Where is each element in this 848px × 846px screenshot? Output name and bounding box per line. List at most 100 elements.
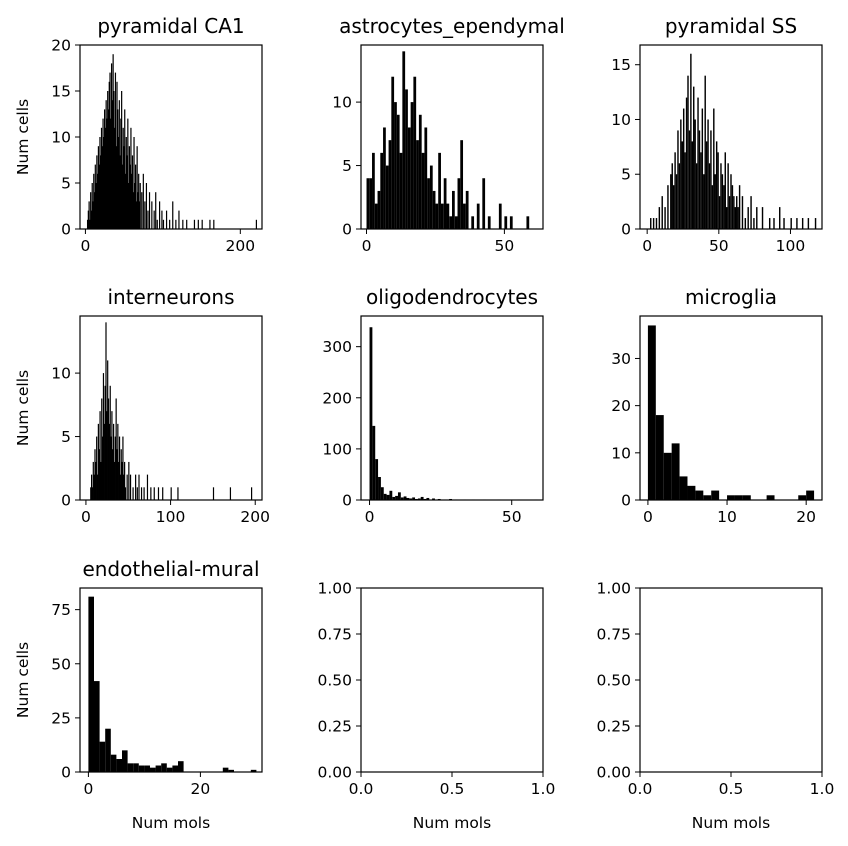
histogram-bar <box>251 487 253 500</box>
histogram-bar <box>718 196 721 229</box>
histogram-bar <box>98 164 100 229</box>
histogram-bar <box>159 201 161 229</box>
histogram-bar <box>779 207 781 229</box>
histogram-bar <box>421 152 425 229</box>
histogram-bar <box>650 218 652 229</box>
histogram-bar <box>155 192 157 229</box>
x-tick-label: 10 <box>717 508 737 526</box>
y-tick-label: 10 <box>332 94 352 112</box>
y-tick-label: 0.25 <box>596 718 631 736</box>
histogram-bar <box>386 494 390 500</box>
histogram-bar <box>678 163 681 229</box>
axes-frame <box>360 44 544 230</box>
y-tick-label: 30 <box>611 350 631 368</box>
histogram-bar <box>117 109 119 229</box>
histogram-bar <box>412 497 416 500</box>
histogram-bar <box>186 219 188 229</box>
y-tick-label: 0 <box>61 764 71 782</box>
histogram-bar <box>695 163 698 229</box>
histogram-bar <box>97 423 99 500</box>
histogram-bar <box>157 487 160 500</box>
histogram-bar <box>131 173 133 229</box>
x-axis-label: Num mols <box>413 814 491 832</box>
histogram-bar <box>91 474 93 500</box>
histogram-bar <box>730 174 732 229</box>
histogram-bar <box>694 119 696 229</box>
histogram-bar <box>498 203 502 229</box>
x-tick-label: 0.5 <box>719 780 744 798</box>
histogram-bar <box>720 163 722 229</box>
histogram-bar <box>118 461 120 500</box>
histogram-bar <box>193 219 196 229</box>
subplot-5: 0 50 0 100 200 300 oligodendrocytes <box>322 285 544 526</box>
histogram-bar <box>90 487 92 500</box>
histogram-bar <box>119 474 121 500</box>
y-tick-label: 75 <box>51 601 71 619</box>
x-tick-label: 0 <box>81 508 91 526</box>
histogram-bar <box>147 210 149 229</box>
x-tick-label: 50 <box>495 237 515 255</box>
histogram-bar <box>663 452 672 500</box>
histogram-bar <box>679 476 688 500</box>
histogram-bar <box>229 487 232 500</box>
histogram-bar <box>377 190 381 229</box>
subplot-8: 0.0 0.5 1.0 0.00 0.25 0.50 0.75 1.00 Num mols <box>317 580 555 833</box>
histogram-bar <box>222 767 229 772</box>
histogram-bar <box>410 102 414 229</box>
histogram-bar <box>175 219 177 229</box>
histogram-bar <box>717 152 719 229</box>
histogram-bar <box>744 218 747 229</box>
histogram-bar <box>693 86 695 230</box>
histogram-bar <box>162 219 165 229</box>
x-axis-label: Num mols <box>692 814 770 832</box>
histogram-bar <box>201 219 203 229</box>
y-tick-label: 0 <box>621 221 631 239</box>
histogram-bar <box>750 196 752 229</box>
y-tick-label: 5 <box>61 428 71 446</box>
y-tick-label: 0 <box>342 492 352 510</box>
histogram-bar <box>109 385 111 500</box>
histogram-bar <box>429 165 433 229</box>
x-tick-label: 0 <box>642 237 652 255</box>
histogram-bar <box>122 750 128 772</box>
y-tick-label: 0.75 <box>596 626 631 644</box>
subplot-title: microglia <box>685 285 777 309</box>
histogram-bar <box>388 140 392 229</box>
histogram-bar <box>691 141 694 229</box>
histogram-bar <box>96 436 98 500</box>
axes-frame <box>639 315 823 501</box>
histogram-bar <box>391 76 395 229</box>
histogram-bar <box>438 152 441 229</box>
histogram-bar <box>212 487 215 500</box>
histogram-bar <box>125 137 127 229</box>
histogram-bar <box>177 487 179 500</box>
histogram-bar <box>115 146 117 229</box>
histogram-bar <box>140 487 143 500</box>
histogram-bar <box>162 487 164 500</box>
histogram-bar <box>104 127 106 229</box>
histogram-bar <box>710 130 712 229</box>
histogram-bar <box>403 496 407 500</box>
histogram-bar <box>148 192 151 229</box>
histogram-bar <box>104 109 106 229</box>
histogram-bar <box>703 495 712 500</box>
y-tick-label: 20 <box>51 37 71 55</box>
histogram-bar <box>407 127 411 229</box>
x-tick-label: 20 <box>796 508 816 526</box>
histogram-bar <box>121 461 123 500</box>
histogram-bar <box>731 185 734 229</box>
histogram-bar <box>695 490 704 500</box>
histogram-bar <box>91 183 93 229</box>
histogram-bar <box>228 769 234 772</box>
histogram-bar <box>734 495 743 500</box>
histogram-bar <box>738 185 741 229</box>
histogram-bar <box>136 487 138 500</box>
histogram-bar <box>110 118 112 229</box>
y-tick-label: 1.00 <box>596 580 631 598</box>
histogram-bar <box>213 219 215 229</box>
histogram-bar <box>698 130 701 229</box>
histogram-bar <box>145 183 148 229</box>
histogram-bar <box>100 461 102 500</box>
histogram-bar <box>120 118 122 229</box>
subplot-3: 0 50 100 0 5 10 15 pyramidal SS <box>611 14 823 255</box>
